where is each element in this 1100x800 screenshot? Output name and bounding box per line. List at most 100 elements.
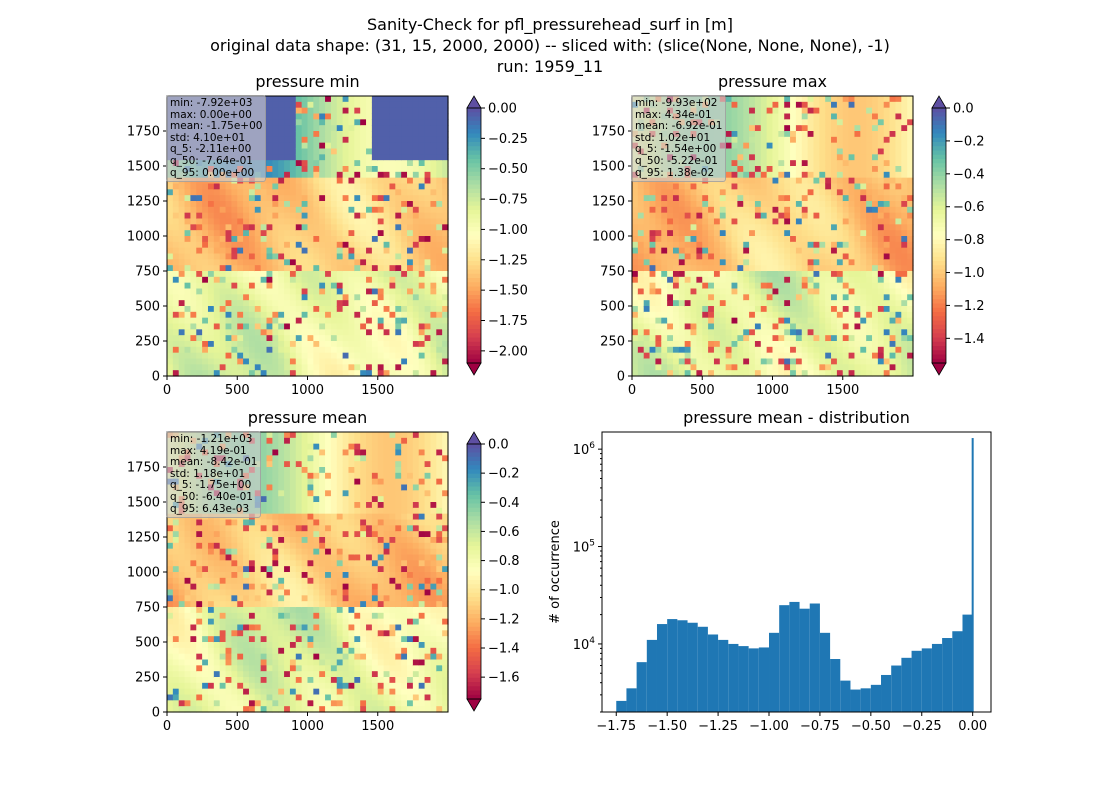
heatmap-cell xyxy=(231,241,238,249)
heatmap-cell xyxy=(266,294,273,301)
heatmap-cell xyxy=(184,282,192,290)
heatmap-cell xyxy=(172,224,180,231)
heatmap-cell xyxy=(342,131,350,138)
heatmap-cell xyxy=(278,230,285,237)
heatmap-cell xyxy=(231,329,238,336)
heatmap-cell xyxy=(272,346,279,354)
heatmap-cell xyxy=(336,276,344,284)
heatmap-cell xyxy=(342,183,350,190)
heatmap-cell xyxy=(325,125,332,132)
heatmap-cell xyxy=(295,206,303,214)
heatmap-cell xyxy=(301,311,309,319)
heatmap-cell xyxy=(301,148,309,155)
heatmap-cell xyxy=(260,341,268,348)
heatmap-cell xyxy=(325,101,332,109)
heatmap-cell xyxy=(184,346,192,354)
heatmap-cell xyxy=(237,352,244,360)
heatmap-cell xyxy=(254,323,262,330)
heatmap-cell xyxy=(319,288,326,295)
heatmap-cell xyxy=(284,177,291,185)
heatmap-cell xyxy=(284,276,291,284)
heatmap-cell xyxy=(295,148,303,155)
heatmap-cell xyxy=(272,142,279,150)
heatmap-cell xyxy=(336,282,344,290)
heatmap-cell xyxy=(278,317,285,325)
heatmap-cell xyxy=(178,311,186,319)
heatmap-cell xyxy=(307,224,314,231)
heatmap-cell xyxy=(272,206,279,214)
heatmap-cell xyxy=(266,206,273,214)
heatmap-cell xyxy=(184,317,192,325)
heatmap-cell xyxy=(313,282,320,290)
heatmap-cell xyxy=(248,276,256,284)
heatmap-cell xyxy=(325,166,332,173)
heatmap-cell xyxy=(313,346,320,354)
heatmap-cell xyxy=(289,224,297,231)
heatmap-cell xyxy=(266,276,273,284)
heatmap-cell xyxy=(184,271,192,278)
heatmap-cell xyxy=(342,96,350,103)
heatmap-cell xyxy=(284,236,291,243)
heatmap-cell xyxy=(313,306,320,313)
heatmap-cell xyxy=(272,183,279,190)
heatmap-cell xyxy=(190,364,197,371)
heatmap-cell xyxy=(237,236,244,243)
heatmap-cell xyxy=(313,201,320,208)
heatmap-cell xyxy=(284,166,291,173)
heatmap-cell xyxy=(254,201,262,208)
heatmap-cell xyxy=(278,346,285,354)
heatmap-cell xyxy=(196,288,203,295)
heatmap-cell xyxy=(184,241,192,249)
heatmap-cell xyxy=(254,341,262,348)
heatmap-cell xyxy=(207,311,215,319)
heatmap-cell xyxy=(278,329,285,336)
heatmap-cell xyxy=(336,201,344,208)
heatmap-cell xyxy=(295,177,303,185)
heatmap-cell xyxy=(254,288,262,295)
heatmap-cell xyxy=(237,306,244,313)
heatmap-cell xyxy=(248,236,256,243)
heatmap-cell xyxy=(272,259,279,266)
heatmap-cell xyxy=(295,341,303,348)
heatmap-cell xyxy=(295,306,303,313)
heatmap-cell xyxy=(325,224,332,231)
heatmap-cell xyxy=(307,241,314,249)
heatmap-cell xyxy=(319,218,326,225)
heatmap-cell xyxy=(330,142,338,150)
heatmap-cell xyxy=(301,370,309,377)
heatmap-cell xyxy=(219,323,227,330)
heatmap-cell xyxy=(325,300,332,307)
heatmap-cell xyxy=(190,236,197,243)
heatmap-cell xyxy=(243,265,250,272)
heatmap-cell xyxy=(248,341,256,348)
heatmap-cell xyxy=(219,364,227,371)
heatmap-cell xyxy=(248,323,256,330)
heatmap-cell xyxy=(301,154,309,161)
heatmap-cell xyxy=(319,154,326,161)
heatmap-cell xyxy=(307,113,314,120)
heatmap-cell xyxy=(301,323,309,330)
heatmap-cell xyxy=(307,300,314,307)
heatmap-cell xyxy=(307,212,314,220)
heatmap-cell xyxy=(202,306,209,313)
heatmap-cell xyxy=(260,294,268,301)
heatmap-cell xyxy=(307,282,314,290)
heatmap-cell xyxy=(178,364,186,371)
heatmap-cell xyxy=(219,300,227,307)
heatmap-cell xyxy=(196,224,203,231)
heatmap-cell xyxy=(219,224,227,231)
heatmap-cell xyxy=(313,300,320,307)
heatmap-cell xyxy=(237,276,244,284)
heatmap-cell xyxy=(325,311,332,319)
heatmap-cell xyxy=(307,370,314,377)
heatmap-cell xyxy=(178,352,186,360)
heatmap-cell xyxy=(248,335,256,342)
heatmap-cell xyxy=(319,171,326,179)
heatmap-cell xyxy=(272,218,279,225)
heatmap-cell xyxy=(254,195,262,202)
heatmap-cell xyxy=(213,282,221,290)
heatmap-cell xyxy=(284,212,291,220)
heatmap-cell xyxy=(284,206,291,214)
heatmap-cell xyxy=(330,294,338,301)
heatmap-cell xyxy=(272,253,279,260)
